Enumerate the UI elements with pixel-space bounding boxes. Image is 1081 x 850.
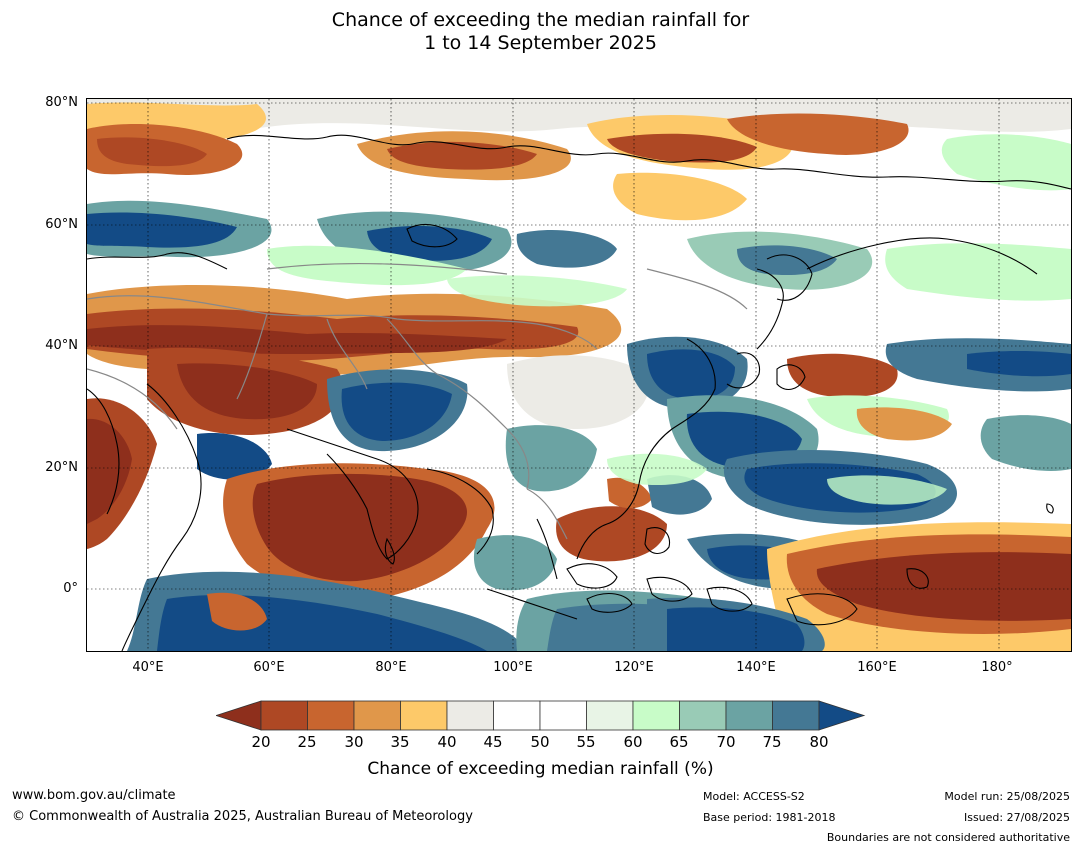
anomaly-region xyxy=(967,350,1071,377)
issued-text: Issued: 27/08/2025 xyxy=(963,811,1070,824)
anomaly-region xyxy=(667,607,805,651)
disclaimer-text: Boundaries are not considered authoritat… xyxy=(826,831,1070,844)
map-title-line1: Chance of exceeding the median rainfall … xyxy=(331,9,750,31)
anomaly-region xyxy=(252,473,467,582)
colorbar-swatch xyxy=(400,700,448,731)
model-run-text: Model run: 25/08/2025 xyxy=(944,790,1070,803)
colorbar-tick-20: 20 xyxy=(251,733,271,751)
anomaly-region xyxy=(516,229,617,268)
colorbar-swatch xyxy=(493,700,541,731)
lon-label-100e: 100°E xyxy=(493,660,533,675)
colorbar-swatch xyxy=(260,700,308,731)
colorbar-tick-80: 80 xyxy=(809,733,829,751)
base-period-text: Base period: 1981-2018 xyxy=(703,811,836,824)
anomaly-region xyxy=(941,134,1071,191)
colorbar-tick-55: 55 xyxy=(576,733,596,751)
anomaly-region xyxy=(827,475,947,505)
lon-label-80e: 80°E xyxy=(375,660,407,675)
colorbar-extend-high xyxy=(818,700,866,731)
anomaly-region xyxy=(727,113,909,155)
colorbar-tick-30: 30 xyxy=(344,733,364,751)
lat-label-20n: 20°N xyxy=(45,460,78,475)
model-text: Model: ACCESS-S2 xyxy=(703,790,805,803)
lon-label-120e: 120°E xyxy=(614,660,654,675)
colorbar-tick-50: 50 xyxy=(530,733,550,751)
colorbar-tick-40: 40 xyxy=(437,733,457,751)
lon-label-60e: 60°E xyxy=(253,660,285,675)
anomaly-region xyxy=(737,245,837,276)
anomaly-region xyxy=(87,418,132,524)
anomaly-region xyxy=(177,363,317,420)
anomaly-region xyxy=(647,475,712,515)
colorbar-tick-35: 35 xyxy=(390,733,410,751)
colorbar-swatch xyxy=(446,700,494,731)
colorbar-tick-45: 45 xyxy=(483,733,503,751)
colorbar-tick-70: 70 xyxy=(716,733,736,751)
lon-label-40e: 40°E xyxy=(132,660,164,675)
anomaly-region xyxy=(207,592,267,631)
lon-label-180: 180° xyxy=(981,660,1013,675)
lat-label-0: 0° xyxy=(63,581,78,596)
anomaly-region xyxy=(367,225,492,261)
anomaly-region xyxy=(607,133,757,163)
rainfall-map-svg xyxy=(87,99,1071,651)
anomaly-region xyxy=(816,552,1071,621)
colorbar-swatch xyxy=(772,700,820,731)
anomaly-region xyxy=(556,506,667,562)
anomaly-region xyxy=(341,382,452,441)
map-title-line2: 1 to 14 September 2025 xyxy=(424,32,657,54)
anomaly-region xyxy=(980,415,1071,471)
colorbar-title: Chance of exceeding median rainfall (%) xyxy=(367,759,714,779)
colorbar-swatch xyxy=(632,700,680,731)
colorbar xyxy=(214,700,866,733)
colorbar-swatch xyxy=(679,700,727,731)
anomaly-region xyxy=(647,349,735,400)
anomaly-region xyxy=(87,325,507,355)
colorbar-tick-25: 25 xyxy=(297,733,317,751)
colorbar-svg xyxy=(214,700,866,731)
gridlines xyxy=(87,99,1071,651)
colorbar-extend-low xyxy=(214,700,262,731)
colorbar-swatch xyxy=(353,700,401,731)
anomaly-region xyxy=(607,477,652,509)
colorbar-swatch xyxy=(539,700,587,731)
lon-label-160e: 160°E xyxy=(857,660,897,675)
colorbar-swatch xyxy=(586,700,634,731)
colorbar-swatch xyxy=(725,700,773,731)
colorbar-swatch xyxy=(307,700,355,731)
anomaly-region xyxy=(787,353,898,398)
anomaly-region xyxy=(607,453,707,486)
lat-label-40n: 40°N xyxy=(45,338,78,353)
anomaly-region xyxy=(885,243,1071,301)
anomaly-region xyxy=(613,172,747,221)
colorbar-tick-60: 60 xyxy=(623,733,643,751)
lat-label-60n: 60°N xyxy=(45,217,78,232)
anomaly-region xyxy=(507,355,649,429)
anomaly-region xyxy=(856,407,952,441)
anomaly-region xyxy=(267,245,467,286)
anomaly-region xyxy=(97,137,207,167)
rainfall-map xyxy=(86,98,1072,652)
lat-label-80n: 80°N xyxy=(45,95,78,110)
colorbar-tick-65: 65 xyxy=(669,733,689,751)
copyright-text: © Commonwealth of Australia 2025, Austra… xyxy=(12,809,473,824)
anomaly-region xyxy=(473,535,557,591)
borders xyxy=(87,262,748,540)
anomaly-region xyxy=(87,212,237,248)
map-title: Chance of exceeding the median rainfall … xyxy=(0,9,1081,55)
lon-label-140e: 140°E xyxy=(736,660,776,675)
website-link[interactable]: www.bom.gov.au/climate xyxy=(12,788,176,803)
anomaly-region xyxy=(447,275,627,307)
colorbar-tick-75: 75 xyxy=(762,733,782,751)
coastlines xyxy=(87,134,1071,651)
